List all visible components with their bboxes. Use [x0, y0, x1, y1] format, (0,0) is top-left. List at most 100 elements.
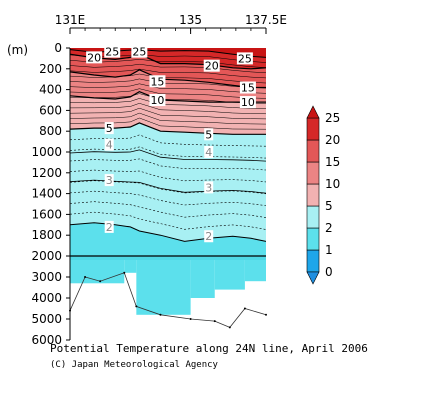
lower-column-2 [136, 256, 191, 315]
contour-label: 10 [150, 94, 164, 107]
contour-label: 20 [87, 51, 101, 64]
temperature-bands-lower [70, 256, 266, 315]
y-tick-label: 4000 [31, 291, 62, 305]
y-tick-label: 800 [39, 124, 62, 138]
isotherm-4 [70, 149, 266, 162]
contour-label-bg [86, 51, 103, 64]
bottom-profile-point [123, 271, 126, 274]
colorbar-tick-label: 1 [325, 243, 333, 257]
colorbar-tick-label: 10 [325, 177, 340, 191]
contour-label-bg [204, 128, 214, 141]
chart-axes: 131E 135 137.5E (m) 0 200 400 600 800 1000 1200 140… [7, 13, 287, 347]
y-tick-label: 1800 [31, 228, 62, 242]
colorbar-arrow-top [306, 105, 320, 119]
contour-label: 25 [238, 52, 252, 65]
x-tick-label: 137.5E [245, 13, 287, 27]
contour-label: 25 [132, 46, 146, 59]
colorbar-tick-label: 2 [325, 221, 333, 235]
lower-column-0 [70, 256, 125, 284]
contour-label: 10 [241, 96, 255, 109]
lower-column-5 [244, 256, 266, 282]
colorbar-tick-label: 5 [325, 199, 333, 213]
y-tick-label: 3000 [31, 270, 62, 284]
lower-column-3 [190, 256, 215, 298]
isotherm-minor-warm-7 [70, 88, 266, 99]
lower-deep-strip [70, 256, 266, 260]
bottom-profile-point [135, 305, 138, 308]
contour-label-bg [104, 122, 114, 135]
contour-label-bg [204, 146, 214, 158]
y-tick-label: 1600 [31, 207, 62, 221]
colorbar-segment [306, 117, 320, 141]
isotherm-minor-warm-3 [70, 68, 266, 79]
colorbar-tick-label: 25 [325, 111, 340, 125]
bottom-profile-point [189, 318, 192, 320]
y-tick-label: 1400 [31, 187, 62, 201]
x-tick-label: 131E [55, 13, 86, 27]
colorbar-segment [306, 227, 320, 251]
colorbar-segment [306, 161, 320, 185]
contour-label-bg [236, 52, 253, 65]
contour-label: 5 [106, 122, 113, 135]
contour-label: 3 [205, 181, 212, 194]
contour-label-bg [149, 94, 166, 106]
contour-label: 4 [106, 139, 113, 152]
bottom-profile-point [228, 326, 231, 329]
y-tick-label: 5000 [31, 312, 62, 326]
chart-credit: (C) Japan Meteorological Agency [50, 360, 219, 370]
y-tick-label: 6000 [31, 333, 62, 347]
isotherm-minor-warm-1 [70, 59, 266, 68]
y-tick-label: 0 [54, 41, 62, 55]
colorbar-segment [306, 249, 320, 273]
isotherm-minor-cold-0 [70, 134, 266, 147]
bottom-profile-point [84, 276, 87, 278]
contour-label-bg [239, 81, 256, 94]
y-tick-label: 1000 [31, 145, 62, 159]
contour-label-bg [131, 45, 148, 58]
contour-label-bg [204, 181, 214, 194]
colorbar-tick-label: 20 [325, 133, 340, 147]
y-tick-label: 2000 [31, 249, 62, 263]
colorbar-segment [306, 183, 320, 207]
isotherm-minor-warm-6 [70, 83, 266, 94]
contour-label: 4 [205, 146, 212, 159]
contour-label: 15 [241, 82, 255, 95]
contour-label: 20 [205, 60, 219, 73]
y-tick-label: 400 [39, 83, 62, 97]
lower-column-1 [124, 256, 137, 273]
contour-label: 5 [205, 128, 212, 141]
contour-label-bg [239, 96, 256, 109]
contour-label: 2 [205, 230, 212, 243]
y-unit-label: (m) [7, 43, 28, 57]
contour-label-bg [203, 59, 220, 72]
bottom-profile-point [265, 313, 267, 316]
contour-label-bg [104, 174, 114, 187]
bottom-profile-point [213, 320, 216, 323]
colorbar-tick-label: 15 [325, 155, 340, 169]
bottom-profile-point [99, 280, 102, 283]
y-tick-label: 1200 [31, 166, 62, 180]
contour-label-bg [104, 220, 114, 233]
contour-label: 25 [105, 46, 119, 59]
contour-label-bg [104, 138, 114, 151]
contour-label: 2 [106, 221, 113, 234]
colorbar-arrow-bottom [306, 271, 320, 285]
bottom-profile-point [243, 307, 246, 310]
isotherm-minor-warm-2 [70, 63, 266, 74]
y-tick-label: 600 [39, 103, 62, 117]
colorbar-segment [306, 205, 320, 229]
isotherm-minor-warm-12 [70, 112, 266, 125]
isotherm-minor-warm-11 [70, 107, 266, 120]
contour-label-bg [104, 45, 121, 58]
colorbar-tick-label: 0 [325, 265, 333, 279]
isotherm-minor-warm-10 [70, 103, 266, 115]
contour-label: 15 [150, 75, 164, 88]
bottom-profile-point [159, 313, 162, 316]
isotherm-20 [70, 53, 266, 70]
colorbar-segment [306, 139, 320, 163]
y-tick-label: 200 [39, 62, 62, 76]
